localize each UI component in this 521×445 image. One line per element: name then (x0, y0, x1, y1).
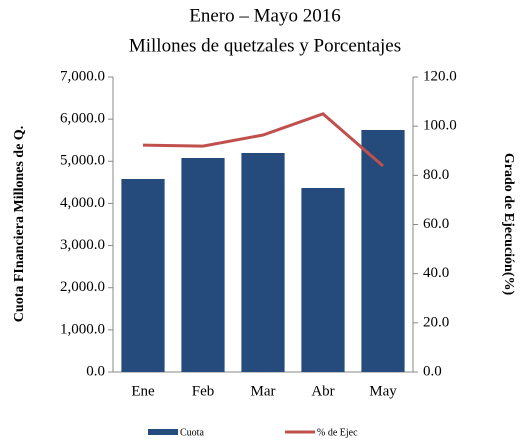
x-tick-label: Mar (251, 383, 276, 399)
y-tick-label: 3,000.0 (60, 237, 105, 253)
bar (301, 188, 345, 372)
chart-title: Enero – Mayo 2016 (189, 5, 340, 26)
y2-tick-label: 20.0 (423, 314, 449, 330)
legend-label: Cuota (180, 427, 204, 438)
y2-tick-label: 80.0 (423, 167, 449, 183)
y-tick-label: 5,000.0 (60, 153, 105, 169)
bar (241, 152, 285, 372)
y2-tick-label: 100.0 (423, 118, 457, 134)
y-tick-label: 7,000.0 (60, 68, 105, 84)
y-tick-label: 4,000.0 (60, 195, 105, 211)
x-tick-label: Ene (131, 383, 155, 399)
x-tick-label: May (369, 383, 397, 399)
y-axis-title: Cuota FInanciera Millones de Q. (12, 126, 27, 322)
x-tick-label: Abr (311, 383, 334, 399)
y-tick-label: 2,000.0 (60, 279, 105, 295)
bar (121, 178, 165, 372)
y2-tick-label: 0.0 (423, 363, 442, 379)
y2-tick-label: 60.0 (423, 216, 449, 232)
bar (361, 129, 405, 372)
y-tick-label: 1,000.0 (60, 321, 105, 337)
legend-label: % de Ejec (317, 427, 358, 438)
chart-subtitle: Millones de quetzales y Porcentajes (129, 35, 401, 56)
x-tick-label: Feb (192, 383, 215, 399)
y2-axis-title: Grado de Ejecución(%) (501, 153, 516, 296)
legend-swatch (148, 429, 178, 435)
y2-tick-label: 40.0 (423, 265, 449, 281)
y-tick-label: 6,000.0 (60, 111, 105, 127)
y-tick-label: 0.0 (86, 363, 105, 379)
bar (181, 157, 225, 372)
line (142, 112, 384, 168)
y2-tick-label: 120.0 (423, 68, 457, 84)
